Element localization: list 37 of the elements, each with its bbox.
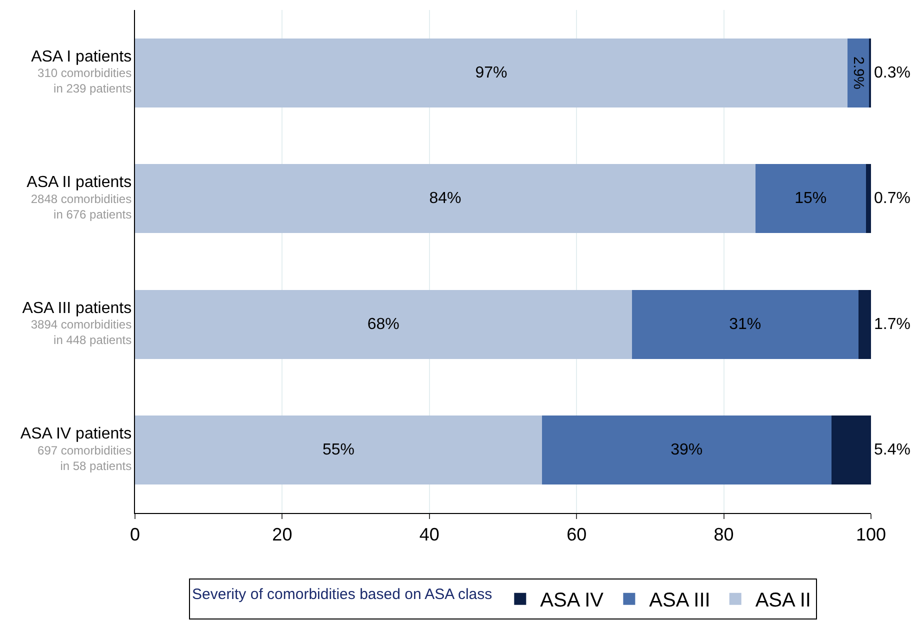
bar <box>858 290 871 359</box>
bar <box>847 38 869 108</box>
data-label: 0.3% <box>874 64 910 82</box>
data-label: 15% <box>794 190 827 208</box>
y-tick-label: ASA I patients 310 comorbidities in 239 patients <box>31 48 132 96</box>
data-label: 5.4% <box>874 442 910 459</box>
y-tick-label: ASA II patients 2848 comorbidities in 676 patients <box>26 174 132 222</box>
y-tick-label: ASA III patients 3894 comorbidities in 448 patients <box>22 300 132 348</box>
legend-label: ASA II <box>755 590 811 612</box>
x-tick-label: 0 <box>130 524 140 545</box>
x-tick-label: 40 <box>419 524 440 545</box>
data-label: 68% <box>367 316 400 333</box>
data-label: 39% <box>670 442 703 459</box>
bar <box>135 164 756 234</box>
data-label: 0.7% <box>874 190 910 208</box>
x-tick-label: 80 <box>714 524 734 545</box>
data-label: 84% <box>429 190 462 208</box>
data-label: 55% <box>322 442 355 459</box>
bar <box>866 164 871 234</box>
bar <box>831 416 871 485</box>
x-tick-label: 60 <box>566 524 587 545</box>
legend-label: ASA IV <box>540 590 604 612</box>
bar <box>135 290 632 359</box>
data-label: 31% <box>729 316 762 333</box>
bar <box>755 164 866 234</box>
x-tick-label: 100 <box>856 524 886 545</box>
bar <box>542 416 832 485</box>
legend-label: ASA III <box>649 590 710 612</box>
bar <box>135 416 542 485</box>
data-label: 97% <box>475 64 508 82</box>
bar <box>632 290 858 359</box>
x-tick-label: 20 <box>272 524 292 545</box>
data-label: 2.9% <box>850 56 866 90</box>
y-tick-label: ASA IV patients 697 comorbidities in 58 patients <box>20 426 132 473</box>
data-label: 1.7% <box>874 316 910 333</box>
legend-title: Severity of comorbidities based on ASA class <box>192 586 492 603</box>
bar <box>135 38 848 108</box>
